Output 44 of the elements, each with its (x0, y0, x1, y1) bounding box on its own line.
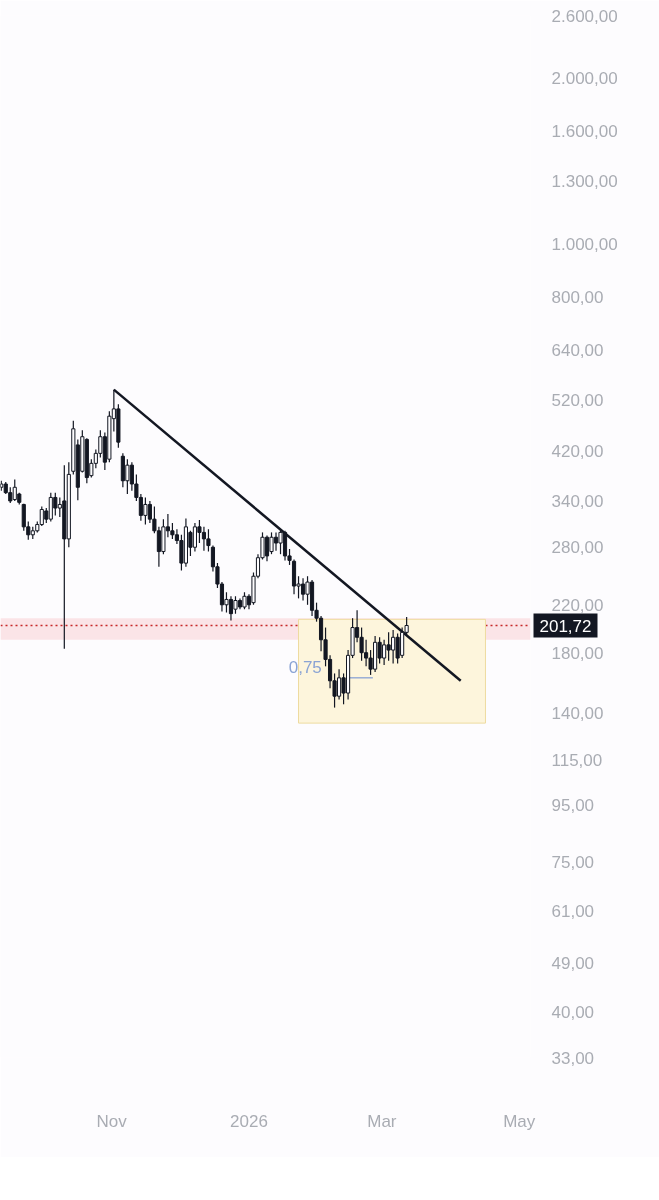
candlestick (386, 631, 391, 662)
y-tick-label: 280,00 (551, 538, 604, 558)
candlestick (12, 478, 17, 502)
candlestick (53, 492, 58, 516)
candlestick (336, 668, 342, 700)
y-tick-label: 75,00 (551, 852, 595, 872)
candlestick (278, 528, 283, 555)
y-tick-label: 420,00 (551, 441, 604, 461)
x-tick-label: 2026 (230, 1111, 268, 1131)
candlestick (192, 522, 198, 553)
candlestick (228, 595, 234, 622)
y-tick-label: 800,00 (551, 287, 604, 307)
y-tick-label: 1.000,00 (551, 234, 618, 254)
y-tick-label: 95,00 (551, 796, 595, 816)
candlestick (300, 577, 306, 602)
candlestick (201, 526, 207, 552)
y-tick-label: 2.000,00 (551, 69, 618, 89)
candlestick (282, 530, 288, 561)
y-tick-label: 220,00 (551, 595, 604, 615)
candlestick (273, 531, 279, 552)
y-tick-label: 61,00 (551, 901, 595, 921)
y-tick-label: 520,00 (551, 390, 604, 410)
candlestick (395, 632, 400, 665)
candlestick (269, 531, 274, 555)
y-tick-label: 180,00 (551, 643, 604, 663)
candlestick (143, 496, 148, 526)
x-tick-label: Mar (367, 1111, 397, 1131)
candlestick (125, 458, 130, 495)
ref-line-label: 201,72 (539, 616, 592, 636)
y-tick-label: 340,00 (551, 491, 604, 511)
x-tick-label: May (503, 1111, 536, 1131)
candlestick (264, 535, 270, 562)
y-tick-label: 1.600,00 (551, 122, 618, 142)
y-tick-label: 640,00 (551, 341, 604, 360)
x-tick-label: Nov (96, 1111, 128, 1131)
y-tick-label: 49,00 (551, 954, 595, 974)
candlestick (206, 528, 211, 553)
annotation: 0,75 (288, 657, 322, 677)
y-tick-label: 1.300,00 (551, 171, 618, 191)
y-tick-label: 40,00 (551, 1002, 595, 1022)
y-tick-label: 33,00 (551, 1048, 595, 1068)
y-tick-label: 115,00 (551, 750, 603, 770)
y-tick-label: 2.600,00 (551, 6, 618, 26)
y-tick-label: 140,00 (551, 703, 604, 723)
